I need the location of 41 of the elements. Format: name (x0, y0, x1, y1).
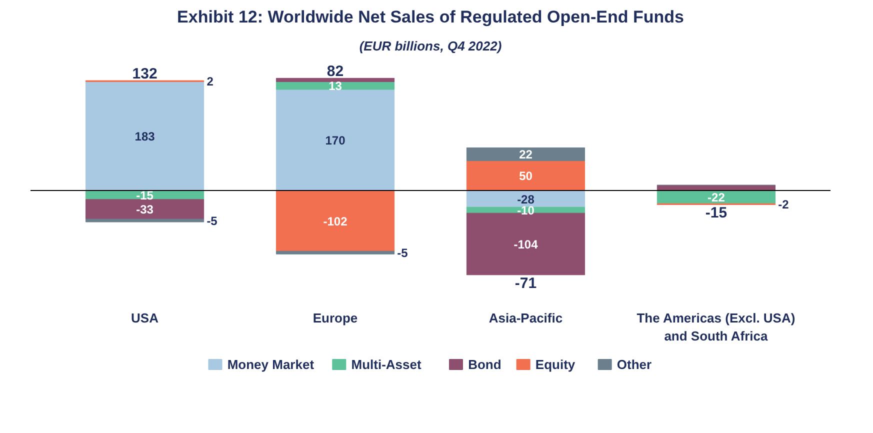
x-tick-label: Europe (312, 310, 358, 326)
data-label: -15 (136, 188, 154, 202)
data-label: -22 (708, 190, 726, 205)
data-label: -33 (136, 202, 154, 217)
total-label: 132 (132, 66, 158, 83)
legend-label: Multi-Asset (351, 357, 422, 372)
bar (276, 190, 395, 252)
bar (466, 147, 586, 162)
chart-subtitle: (EUR billions, Q4 2022) (359, 38, 502, 54)
data-label: 22 (519, 148, 533, 162)
legend-label: Equity (535, 357, 576, 372)
data-label: 2 (206, 74, 214, 89)
total-label: -71 (514, 274, 537, 292)
data-label: 170 (325, 133, 346, 148)
bar (85, 199, 204, 220)
x-tick-label: The Americas (Excl. USA) and South Africa (636, 310, 796, 344)
data-label: -102 (323, 214, 348, 228)
legend-label: Other (616, 357, 652, 372)
bar (276, 89, 395, 191)
data-label: 13 (328, 79, 342, 94)
bar (85, 81, 204, 191)
chart-title: Exhibit 12: Worldwide Net Sales of Regulated Open-End Funds (177, 8, 684, 26)
data-label: -2 (778, 198, 790, 212)
legend-label: Bond (468, 357, 502, 372)
bar (466, 160, 586, 191)
data-label: -104 (514, 237, 538, 252)
bar (466, 212, 586, 276)
bar (276, 78, 395, 82)
bar (276, 250, 395, 254)
data-label: -28 (517, 192, 535, 206)
bar (276, 81, 395, 90)
x-tick-label: USA (131, 310, 160, 326)
bar (85, 218, 204, 222)
total-label: -15 (705, 204, 728, 222)
data-label: 183 (134, 130, 156, 144)
legend-label: Money Market (227, 357, 315, 372)
x-tick-label: Asia-Pacific (488, 310, 563, 326)
data-label: -5 (206, 214, 218, 228)
total-label: 82 (326, 63, 344, 80)
data-label: -5 (397, 246, 408, 260)
data-label: 50 (519, 169, 533, 184)
